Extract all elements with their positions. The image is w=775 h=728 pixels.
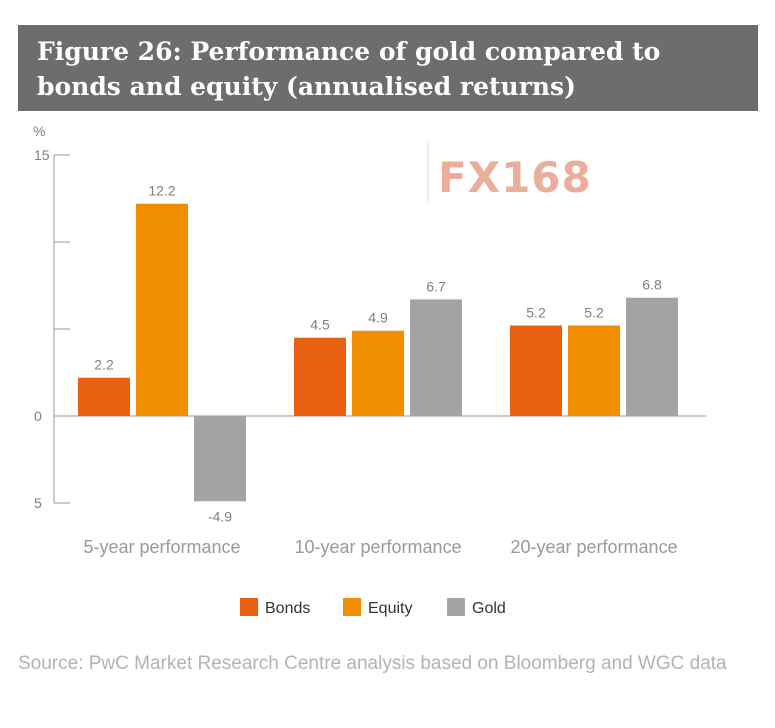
bar-bonds bbox=[78, 377, 130, 416]
y-axis-label: % bbox=[33, 123, 45, 139]
legend-label-equity: Equity bbox=[368, 600, 412, 617]
bar-gold bbox=[410, 299, 462, 416]
bar-chart: % 15 0 5 2.2 12.2 -4.9 5-year performance 4.5 4.9… bbox=[33, 123, 706, 617]
data-label: -4.9 bbox=[208, 508, 232, 524]
bar-bonds bbox=[294, 337, 346, 416]
legend-swatch-equity bbox=[343, 598, 361, 616]
y-tick-label: 15 bbox=[34, 147, 50, 163]
category-label: 10-year performance bbox=[294, 537, 461, 557]
chart-title: Figure 26: Performance of gold compared … bbox=[37, 37, 661, 101]
bar-equity bbox=[568, 325, 620, 416]
bar-equity bbox=[352, 330, 404, 416]
bar-bonds bbox=[510, 325, 562, 416]
data-label: 5.2 bbox=[584, 305, 604, 321]
watermark-logo: FX168 bbox=[438, 153, 592, 202]
data-label: 6.7 bbox=[426, 278, 446, 294]
source-note: Source: PwC Market Research Centre analy… bbox=[18, 653, 727, 674]
data-label: 12.2 bbox=[148, 183, 175, 199]
data-label: 4.9 bbox=[368, 310, 388, 326]
category-label: 5-year performance bbox=[83, 537, 240, 557]
legend-label-bonds: Bonds bbox=[265, 600, 310, 617]
title-banner: Figure 26: Performance of gold compared … bbox=[18, 25, 758, 111]
data-label: 2.2 bbox=[94, 357, 114, 373]
legend-swatch-bonds bbox=[240, 598, 258, 616]
bar-equity bbox=[136, 203, 188, 416]
bar-gold bbox=[626, 297, 678, 416]
category-label: 20-year performance bbox=[510, 537, 677, 557]
data-label: 5.2 bbox=[526, 305, 546, 321]
bar-gold bbox=[194, 416, 246, 502]
data-label: 4.5 bbox=[310, 317, 330, 333]
legend-label-gold: Gold bbox=[472, 600, 506, 617]
data-label: 6.8 bbox=[642, 277, 662, 293]
y-tick-label: 5 bbox=[34, 495, 42, 511]
y-tick-label: 0 bbox=[34, 408, 42, 424]
legend-swatch-gold bbox=[447, 598, 465, 616]
